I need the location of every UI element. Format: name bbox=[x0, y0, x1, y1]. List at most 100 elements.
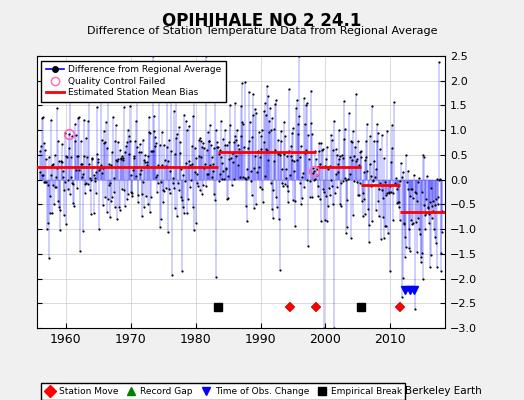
Point bbox=[437, 250, 445, 256]
Point bbox=[271, 101, 279, 107]
Point bbox=[310, 177, 319, 184]
Point bbox=[123, 139, 132, 145]
Point bbox=[171, 205, 179, 211]
Point bbox=[43, 226, 51, 232]
Point bbox=[101, 193, 110, 200]
Point bbox=[264, 157, 272, 164]
Point bbox=[428, 214, 436, 221]
Point bbox=[412, 218, 420, 225]
Point bbox=[48, 162, 56, 168]
Point bbox=[309, 165, 318, 171]
Point bbox=[195, 186, 204, 193]
Point bbox=[203, 170, 211, 177]
Point bbox=[246, 168, 255, 174]
Point bbox=[198, 191, 206, 197]
Point bbox=[377, 132, 386, 139]
Point bbox=[192, 220, 201, 226]
Point bbox=[131, 164, 139, 170]
Point bbox=[359, 196, 368, 202]
Point bbox=[313, 172, 321, 178]
Point bbox=[347, 156, 356, 163]
Point bbox=[252, 200, 260, 207]
Point bbox=[60, 212, 68, 218]
Point bbox=[335, 156, 344, 162]
Point bbox=[245, 138, 253, 145]
Point bbox=[159, 187, 168, 194]
Point bbox=[68, 180, 77, 186]
Point bbox=[96, 162, 105, 168]
Point bbox=[272, 194, 281, 200]
Point bbox=[363, 121, 372, 128]
Point bbox=[424, 204, 432, 210]
Point bbox=[234, 142, 242, 148]
Point bbox=[149, 53, 157, 59]
Point bbox=[366, 183, 375, 190]
Point bbox=[218, 160, 226, 166]
Point bbox=[88, 154, 96, 161]
Point bbox=[298, 195, 307, 201]
Point bbox=[267, 115, 276, 122]
Point bbox=[70, 138, 79, 144]
Point bbox=[163, 229, 172, 236]
Point bbox=[375, 186, 384, 192]
Point bbox=[86, 175, 94, 181]
Point bbox=[430, 234, 439, 240]
Point bbox=[270, 158, 278, 164]
Point bbox=[401, 234, 410, 240]
Point bbox=[78, 174, 86, 180]
Point bbox=[174, 123, 183, 130]
Point bbox=[388, 122, 396, 128]
Point bbox=[307, 88, 315, 94]
Point bbox=[96, 165, 104, 171]
Point bbox=[141, 152, 150, 158]
Point bbox=[255, 164, 263, 170]
Point bbox=[410, 171, 418, 178]
Point bbox=[205, 138, 214, 144]
Point bbox=[387, 189, 395, 195]
Point bbox=[406, 248, 414, 254]
Point bbox=[268, 187, 277, 194]
Point bbox=[73, 185, 81, 191]
Point bbox=[337, 203, 346, 210]
Point bbox=[50, 152, 59, 158]
Point bbox=[74, 152, 82, 159]
Point bbox=[274, 137, 282, 143]
Point bbox=[214, 144, 222, 150]
Point bbox=[339, 178, 347, 184]
Point bbox=[364, 206, 372, 213]
Point bbox=[97, 85, 105, 91]
Point bbox=[334, 169, 342, 176]
Point bbox=[271, 147, 280, 153]
Point bbox=[338, 151, 346, 158]
Point bbox=[105, 180, 114, 187]
Point bbox=[361, 157, 369, 164]
Point bbox=[200, 165, 209, 171]
Point bbox=[214, 150, 223, 157]
Point bbox=[365, 238, 373, 245]
Point bbox=[106, 214, 114, 220]
Point bbox=[144, 201, 152, 207]
Point bbox=[398, 168, 407, 175]
Point bbox=[383, 190, 391, 196]
Point bbox=[93, 104, 102, 110]
Point bbox=[392, 175, 400, 182]
Point bbox=[363, 168, 371, 174]
Point bbox=[227, 154, 235, 161]
Point bbox=[300, 95, 308, 102]
Point bbox=[341, 126, 350, 132]
Point bbox=[293, 131, 302, 137]
Point bbox=[190, 227, 199, 233]
Point bbox=[304, 242, 313, 249]
Point bbox=[312, 166, 321, 172]
Point bbox=[288, 156, 296, 163]
Point bbox=[140, 204, 149, 210]
Legend: Station Move, Record Gap, Time of Obs. Change, Empirical Break: Station Move, Record Gap, Time of Obs. C… bbox=[41, 384, 406, 400]
Point bbox=[294, 121, 302, 128]
Point bbox=[174, 180, 182, 186]
Point bbox=[181, 178, 189, 185]
Point bbox=[154, 180, 162, 186]
Point bbox=[83, 181, 92, 188]
Point bbox=[172, 96, 181, 102]
Point bbox=[370, 158, 378, 164]
Point bbox=[351, 144, 359, 150]
